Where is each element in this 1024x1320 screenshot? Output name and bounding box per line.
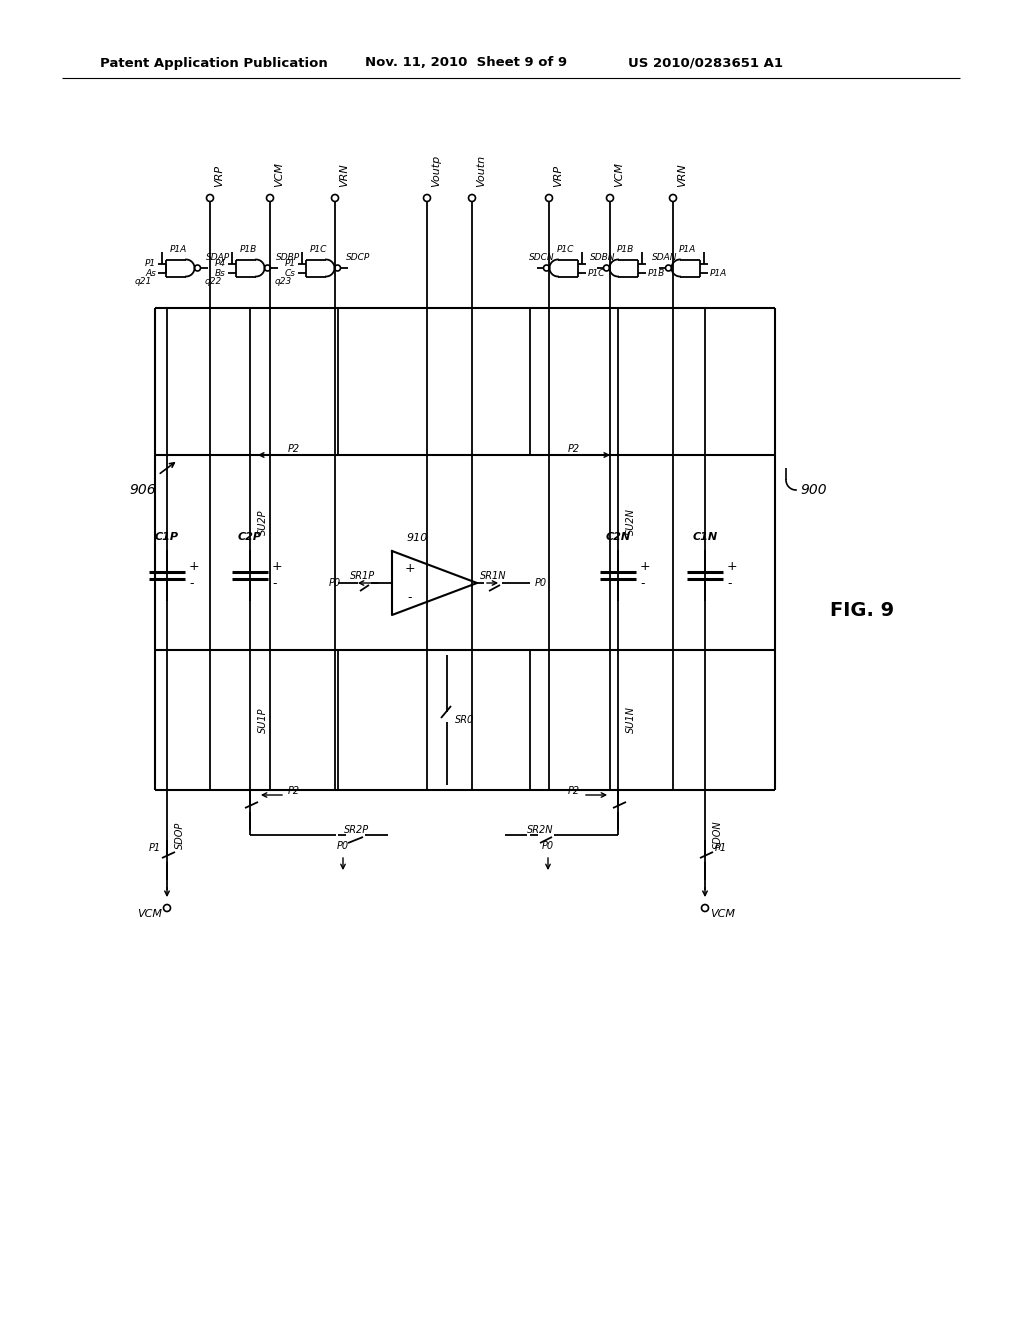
Text: Cs: Cs <box>285 269 296 279</box>
Text: P1C: P1C <box>310 246 328 255</box>
Text: SDCP: SDCP <box>346 253 371 263</box>
Text: P1: P1 <box>285 260 296 268</box>
Text: q21: q21 <box>135 277 152 286</box>
Text: SDBP: SDBP <box>276 253 300 263</box>
Text: P1: P1 <box>144 260 156 268</box>
Text: -: - <box>640 578 644 590</box>
Text: P0: P0 <box>542 841 554 851</box>
Text: SU1P: SU1P <box>258 708 268 733</box>
Text: -: - <box>189 578 194 590</box>
Text: C1P: C1P <box>155 532 179 543</box>
Text: P0: P0 <box>337 841 349 851</box>
Text: SDON: SDON <box>713 821 723 849</box>
Text: VCM: VCM <box>710 909 735 919</box>
Text: 910: 910 <box>407 533 428 543</box>
Text: VRN: VRN <box>677 164 687 187</box>
Text: Voutp: Voutp <box>431 154 441 187</box>
Text: SDOP: SDOP <box>175 821 185 849</box>
Text: SR0: SR0 <box>455 715 474 725</box>
Text: P1B: P1B <box>648 269 666 279</box>
Text: +: + <box>404 561 416 574</box>
Text: q23: q23 <box>274 277 292 286</box>
Text: P1C: P1C <box>557 246 574 255</box>
Text: VRP: VRP <box>553 165 563 187</box>
Text: VRP: VRP <box>214 165 224 187</box>
Text: Nov. 11, 2010  Sheet 9 of 9: Nov. 11, 2010 Sheet 9 of 9 <box>365 57 567 70</box>
Text: +: + <box>727 561 737 573</box>
Text: C2N: C2N <box>605 532 631 543</box>
Text: SR2P: SR2P <box>343 825 369 836</box>
Text: P2: P2 <box>568 444 580 454</box>
Text: P0: P0 <box>329 578 341 587</box>
Text: -: - <box>727 578 731 590</box>
Text: VCM: VCM <box>137 909 162 919</box>
Text: -: - <box>408 591 413 605</box>
Text: 900: 900 <box>800 483 826 498</box>
Text: P1A: P1A <box>679 246 696 255</box>
Text: VRN: VRN <box>339 164 349 187</box>
Text: P2: P2 <box>568 785 580 796</box>
Text: SDCN: SDCN <box>529 253 555 263</box>
Text: q22: q22 <box>205 277 222 286</box>
Text: P1B: P1B <box>240 246 257 255</box>
Text: SR2N: SR2N <box>526 825 553 836</box>
Text: +: + <box>189 561 200 573</box>
Text: +: + <box>640 561 650 573</box>
Text: Voutn: Voutn <box>476 154 486 187</box>
Text: As: As <box>145 269 156 279</box>
Text: Bs: Bs <box>215 269 226 279</box>
Text: P1A: P1A <box>710 269 727 279</box>
Text: P0: P0 <box>535 578 547 587</box>
Text: SR1N: SR1N <box>480 572 506 581</box>
Text: P1: P1 <box>148 843 161 853</box>
Text: SDAN: SDAN <box>651 253 677 263</box>
Text: 906: 906 <box>130 483 157 498</box>
Text: -: - <box>272 578 276 590</box>
Text: VCM: VCM <box>274 162 284 187</box>
Text: SU1N: SU1N <box>626 706 636 734</box>
Text: P1: P1 <box>715 843 727 853</box>
Text: C1N: C1N <box>692 532 718 543</box>
Text: P1B: P1B <box>616 246 634 255</box>
Text: SR1P: SR1P <box>349 572 375 581</box>
Text: P2: P2 <box>288 785 300 796</box>
Text: C2P: C2P <box>238 532 262 543</box>
Text: P2: P2 <box>288 444 300 454</box>
Text: SDBN: SDBN <box>590 253 615 263</box>
Text: US 2010/0283651 A1: US 2010/0283651 A1 <box>628 57 783 70</box>
Text: Patent Application Publication: Patent Application Publication <box>100 57 328 70</box>
Text: P1C: P1C <box>588 269 605 279</box>
Text: P4: P4 <box>215 260 226 268</box>
Text: SU2P: SU2P <box>258 510 268 535</box>
Text: VCM: VCM <box>614 162 624 187</box>
Text: +: + <box>272 561 283 573</box>
Text: SDAP: SDAP <box>206 253 230 263</box>
Text: SU2N: SU2N <box>626 508 636 536</box>
Text: P1A: P1A <box>170 246 187 255</box>
Text: FIG. 9: FIG. 9 <box>830 601 894 619</box>
